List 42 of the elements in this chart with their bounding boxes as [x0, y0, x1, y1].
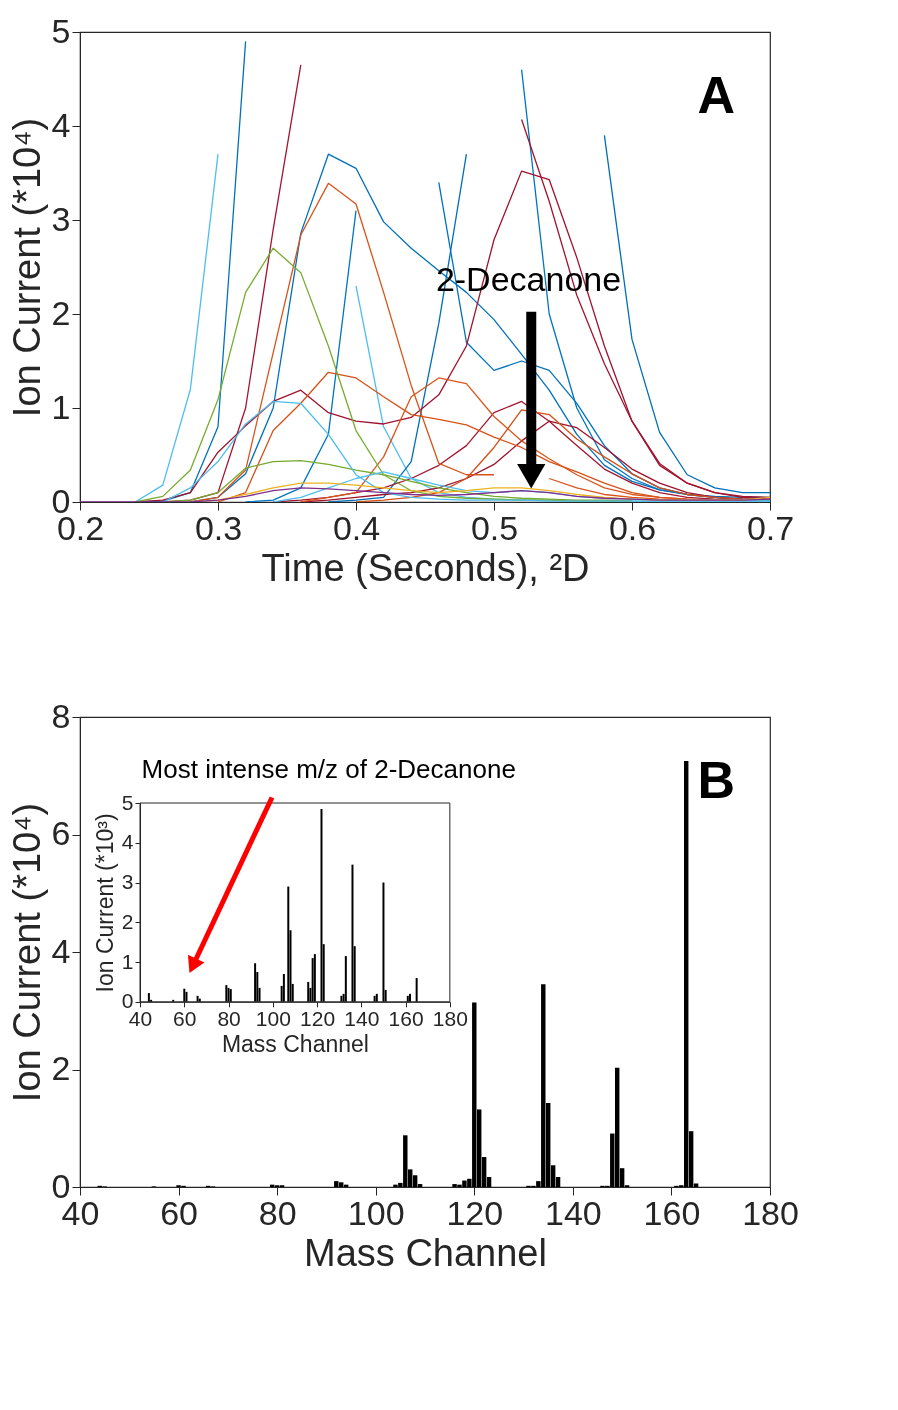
x-tick-label: 160 — [388, 1007, 424, 1031]
x-tick-label: 120 — [300, 1007, 336, 1031]
x-tick-label: 0.6 — [608, 508, 657, 547]
y-axis-title: Ion Current (*10⁴) — [5, 802, 48, 1103]
y-axis-title: Ion Current (*10³) — [91, 813, 118, 993]
y-tick-label: 8 — [51, 696, 71, 735]
annotation: B — [697, 751, 735, 809]
y-tick-label: 5 — [121, 790, 134, 814]
x-tick-label: 80 — [258, 1193, 297, 1232]
x-tick-label: 140 — [544, 1193, 602, 1232]
x-axis-title: Mass Channel — [221, 1031, 369, 1058]
annotation: Most intense m/z of 2-Decanone — [141, 754, 516, 785]
y-tick-label: 2 — [51, 1049, 71, 1087]
x-tick-label: 140 — [344, 1007, 380, 1031]
y-tick-label: 3 — [121, 870, 134, 894]
y-tick-label: 2 — [121, 909, 134, 933]
x-axis-title: Mass Channel — [304, 1231, 547, 1274]
x-tick-label: 80 — [217, 1007, 241, 1031]
annotation: A — [697, 66, 735, 124]
y-tick-label: 4 — [51, 105, 71, 144]
y-axis-title: Ion Current (*10⁴) — [5, 117, 48, 418]
x-tick-label: 0.7 — [746, 508, 795, 547]
x-tick-label: 0.3 — [194, 508, 243, 547]
x-tick-label: 180 — [742, 1193, 799, 1232]
y-tick-label: 6 — [51, 814, 71, 852]
y-tick-label: 2 — [51, 293, 71, 332]
y-tick-label: 4 — [121, 830, 134, 854]
y-tick-label: 1 — [51, 387, 71, 426]
y-tick-label: 5 — [51, 11, 71, 50]
y-tick-label: 1 — [121, 949, 134, 973]
x-tick-label: 0.5 — [470, 508, 519, 547]
x-tick-label: 0.4 — [332, 508, 381, 547]
x-tick-label: 100 — [347, 1193, 405, 1232]
y-tick-label: 4 — [51, 931, 71, 970]
x-tick-label: 180 — [432, 1007, 468, 1031]
x-tick-label: 160 — [643, 1193, 701, 1232]
x-axis-title: Time (Seconds), ²D — [261, 546, 590, 589]
x-tick-label: 60 — [160, 1193, 198, 1232]
x-tick-label: 100 — [255, 1007, 291, 1031]
x-tick-label: 120 — [446, 1193, 504, 1232]
x-tick-label: 60 — [173, 1007, 197, 1031]
y-tick-label: 3 — [51, 199, 71, 238]
